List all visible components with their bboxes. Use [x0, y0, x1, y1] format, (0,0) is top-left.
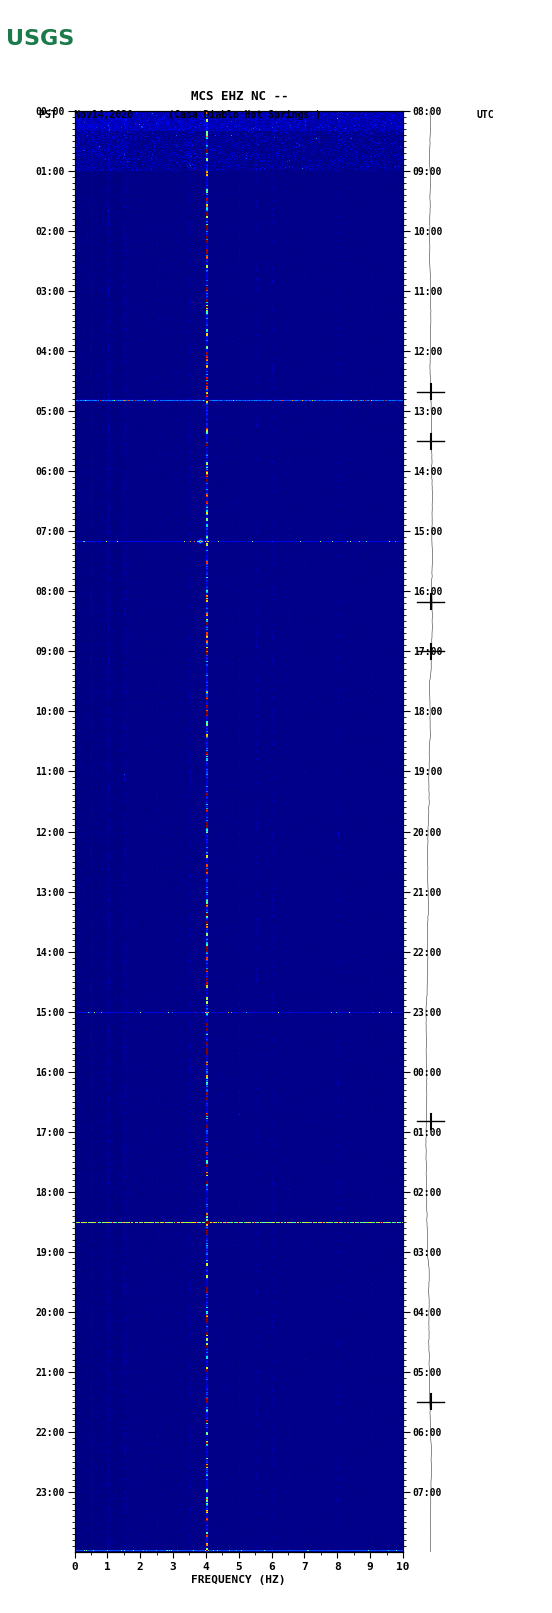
- X-axis label: FREQUENCY (HZ): FREQUENCY (HZ): [192, 1574, 286, 1586]
- Text: UTC: UTC: [477, 110, 495, 119]
- Text: PST   Nov14,2020      (Casa Diablo Hot Springs ): PST Nov14,2020 (Casa Diablo Hot Springs …: [39, 110, 321, 119]
- Text: MCS EHZ NC --: MCS EHZ NC --: [192, 90, 289, 103]
- Text: USGS: USGS: [6, 29, 74, 48]
